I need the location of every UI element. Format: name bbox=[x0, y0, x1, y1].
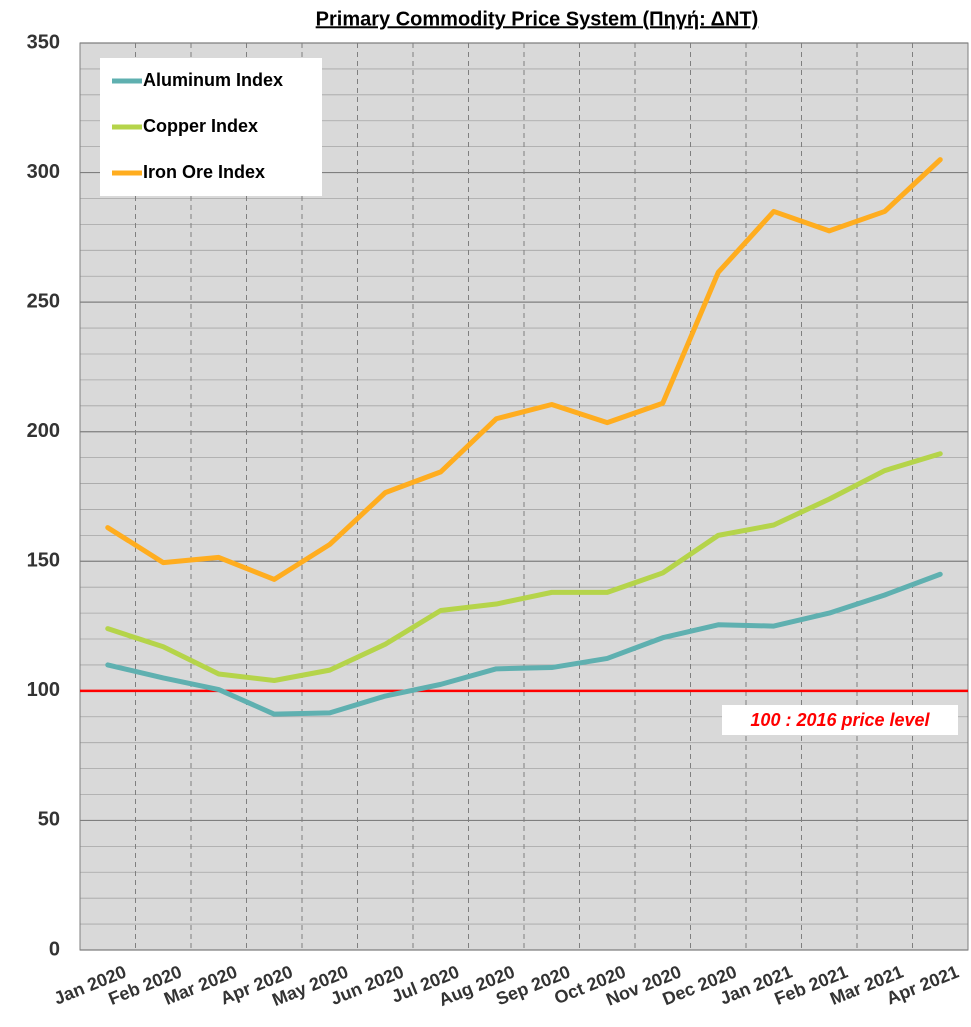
reference-label-box bbox=[722, 705, 958, 735]
series-line bbox=[105, 571, 943, 717]
y-tick-label: 100 bbox=[27, 679, 60, 701]
y-tick-label: 200 bbox=[27, 420, 60, 442]
reference-label: 100 : 2016 price level bbox=[750, 710, 930, 730]
chart-title: Primary Commodity Price System (Πηγή: ΔΝ… bbox=[316, 8, 759, 30]
plot-border bbox=[79, 42, 969, 951]
y-tick-label: 50 bbox=[38, 809, 60, 831]
series-line bbox=[105, 451, 943, 683]
y-tick-label: 350 bbox=[27, 31, 60, 53]
legend-label: Aluminum Index bbox=[143, 70, 283, 90]
legend-label: Copper Index bbox=[143, 116, 258, 136]
series-line bbox=[105, 157, 943, 582]
y-tick-label: 150 bbox=[27, 550, 60, 572]
y-tick-label: 300 bbox=[27, 161, 60, 183]
y-tick-label: 0 bbox=[49, 938, 60, 960]
legend-label: Iron Ore Index bbox=[143, 162, 265, 182]
y-tick-label: 250 bbox=[27, 290, 60, 312]
